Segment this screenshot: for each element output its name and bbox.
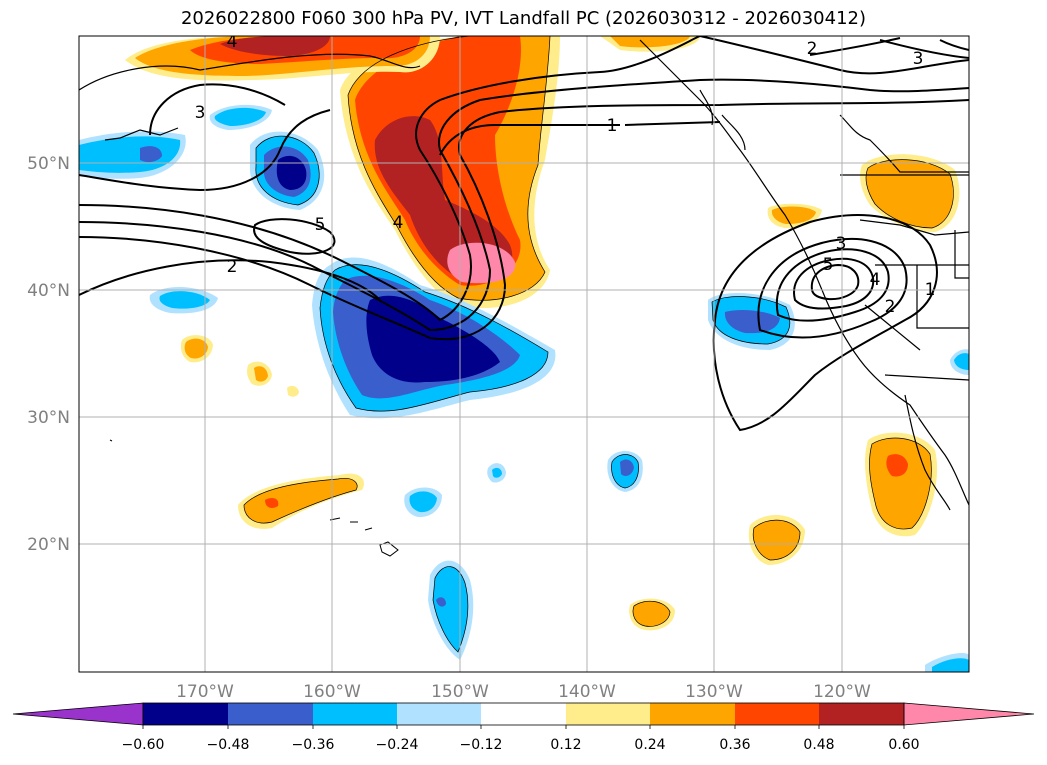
- lat-label: 40°N: [27, 281, 70, 301]
- contour-label: 3: [913, 49, 924, 69]
- lon-label: 130°W: [685, 682, 743, 702]
- map-frame: [78, 35, 970, 673]
- contour-label: 3: [195, 103, 206, 123]
- colorbar-tick-label: 0.60: [888, 737, 919, 753]
- colorbar-segment: [397, 703, 481, 725]
- lon-label: 170°W: [176, 682, 234, 702]
- colorbar-frame: [142, 702, 905, 726]
- colorbar-tick-label: −0.36: [292, 737, 335, 753]
- contour-label: 1: [607, 116, 618, 136]
- contour-label: 2: [807, 39, 818, 59]
- colorbar-tick-label: 0.12: [550, 737, 581, 753]
- longitude-labels: 170°W 160°W 150°W 140°W 130°W 120°W: [176, 682, 871, 702]
- colorbar-ticks: [142, 725, 905, 729]
- gridlines: [79, 36, 969, 672]
- colorbar-segment: [735, 703, 819, 725]
- contour-label: 5: [315, 215, 326, 235]
- pv-outline-contours: [243, 36, 954, 653]
- contour-label: 3: [836, 234, 847, 254]
- colorbar-segment: [228, 703, 313, 725]
- lat-label: 50°N: [27, 154, 70, 174]
- colorbar-segment: [313, 703, 397, 725]
- contour-label: 4: [227, 32, 238, 52]
- lon-label: 140°W: [558, 682, 616, 702]
- map-content: 1 1 2 2 2 3 3 3 4 4 4 5 5: [79, 32, 969, 672]
- lon-label: 150°W: [431, 682, 489, 702]
- colorbar-segment: [566, 703, 650, 725]
- contour-label: 4: [870, 270, 881, 290]
- contour-label: 2: [885, 297, 896, 317]
- latitude-labels: 50°N 40°N 30°N 20°N: [27, 154, 70, 555]
- colorbar-tick-label: 0.36: [719, 737, 750, 753]
- coastlines: [79, 39, 969, 511]
- lon-label: 120°W: [813, 682, 871, 702]
- map-title: 2026022800 F060 300 hPa PV, IVT Landfall…: [180, 8, 867, 29]
- colorbar-segment: [650, 703, 735, 725]
- colorbar-tick-label: 0.24: [634, 737, 665, 753]
- colorbar-extend-min: [12, 702, 144, 726]
- lat-label: 20°N: [27, 535, 70, 555]
- colorbar-tick-label: −0.24: [376, 737, 419, 753]
- contour-label: 4: [393, 213, 404, 233]
- lat-label: 30°N: [27, 408, 70, 428]
- contour-label: 1: [925, 280, 936, 300]
- colorbar-tick-label: −0.60: [122, 737, 165, 753]
- colorbar-segment: [481, 703, 566, 725]
- colorbar-extend-max: [903, 702, 1035, 726]
- colorbar: −0.60 −0.48 −0.36 −0.24 −0.12 0.12 0.24 …: [12, 702, 1035, 753]
- islands: [109, 439, 399, 557]
- colorbar-tick-label: −0.48: [207, 737, 250, 753]
- contour-label: 2: [227, 257, 238, 277]
- colorbar-tick-label: −0.12: [460, 737, 503, 753]
- contour-labels: 1 1 2 2 2 3 3 3 4 4 4 5 5: [195, 32, 936, 317]
- lon-label: 160°W: [303, 682, 361, 702]
- colorbar-segment: [819, 703, 904, 725]
- colorbar-segment: [143, 703, 228, 725]
- contour-label: 5: [823, 255, 834, 275]
- colorbar-tick-label: 0.48: [803, 737, 834, 753]
